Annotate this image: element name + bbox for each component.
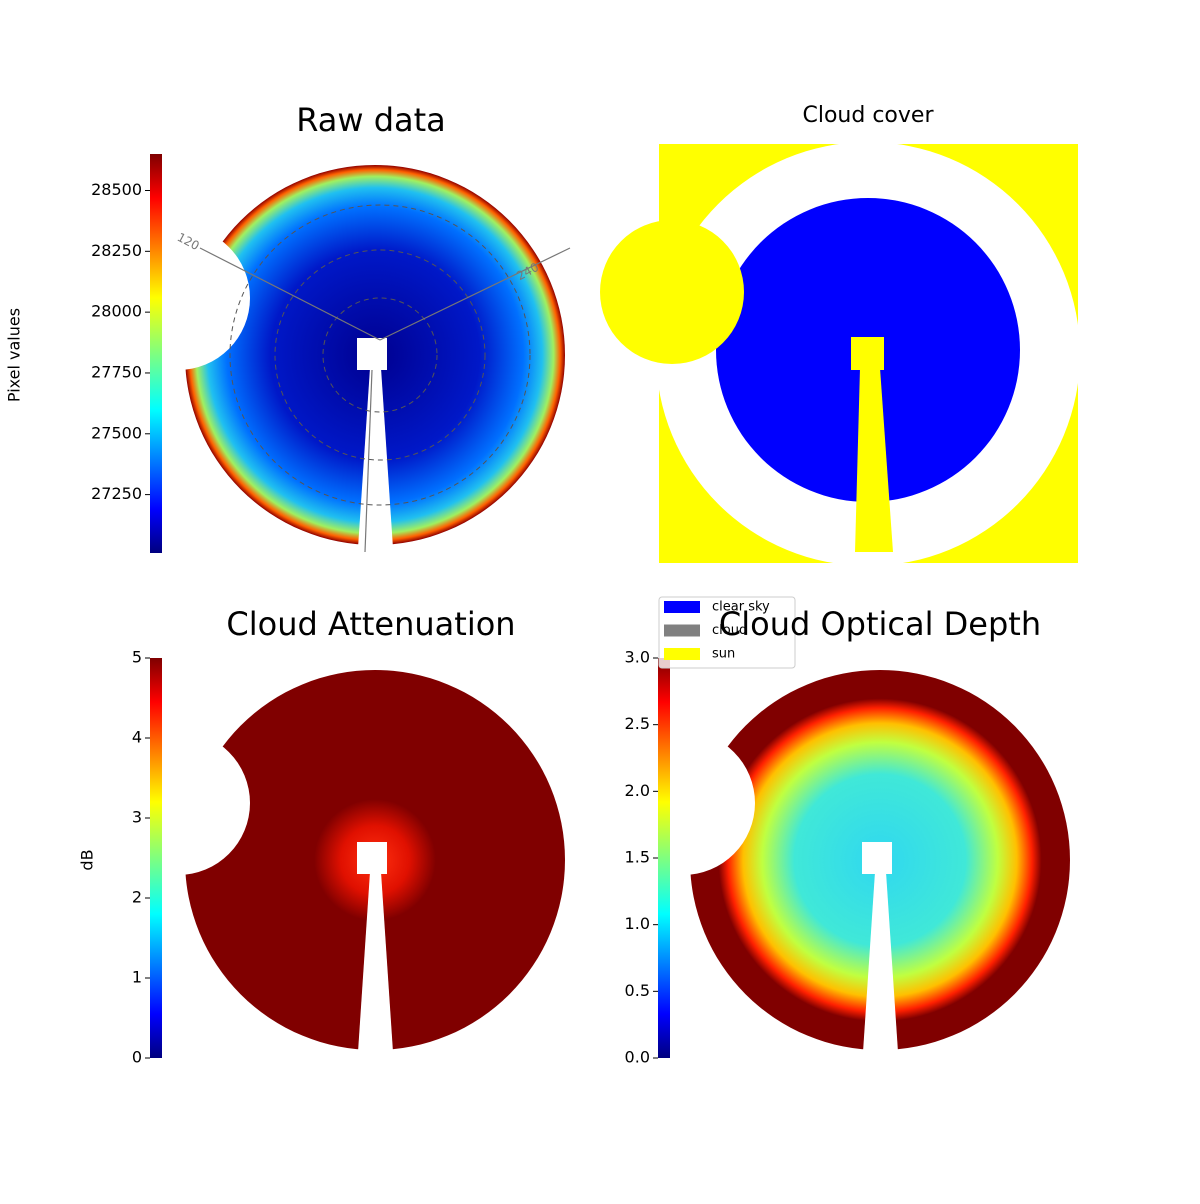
tick-label: 28000: [91, 302, 142, 321]
tick-label: 2.5: [625, 714, 650, 733]
colorbar-label: dB: [78, 849, 97, 870]
tick-label: 5: [132, 648, 142, 667]
cloud-cover-image: [851, 337, 884, 370]
panel-title: Cloud cover: [803, 103, 935, 128]
tick-label: 27500: [91, 423, 142, 442]
tick-label: 1.5: [625, 848, 650, 867]
tick-label: 28250: [91, 241, 142, 260]
colorbar-label: Pixel values: [5, 308, 24, 402]
panel-title: Cloud Attenuation: [226, 605, 515, 643]
tick-label: 0: [132, 1048, 142, 1067]
legend-label: clear sky: [712, 600, 770, 615]
raw-image: [106, 165, 571, 553]
cloud-cover-image: [600, 220, 744, 364]
legend-label: cloud: [712, 623, 747, 638]
tick-label: 2.0: [625, 781, 650, 800]
tick-label: 0.5: [625, 981, 650, 1000]
tick-label: 3: [132, 808, 142, 827]
legend-swatch: [664, 648, 700, 660]
tick-label: 4: [132, 728, 142, 747]
tick-label: 1: [132, 968, 142, 987]
tick-label: 27250: [91, 484, 142, 503]
tick-label: 0.0: [625, 1048, 650, 1067]
panel-title: Raw data: [296, 101, 446, 139]
tick-label: 28500: [91, 180, 142, 199]
attenuation-image: [106, 670, 565, 1052]
tick-label: 2: [132, 888, 142, 907]
cloud-cover-image: [855, 368, 893, 552]
optical-depth-image: [611, 670, 1070, 1052]
tick-label: 27750: [91, 362, 142, 381]
tick-label: 1.0: [625, 914, 650, 933]
legend-swatch: [664, 624, 700, 637]
legend-label: sun: [712, 647, 735, 662]
tick-label: 3.0: [625, 648, 650, 667]
panel-title: Cloud Optical Depth: [719, 605, 1041, 643]
colorbar: [658, 658, 670, 1058]
colorbar: [150, 658, 162, 1058]
colorbar: [150, 154, 162, 553]
legend-swatch: [664, 601, 700, 613]
